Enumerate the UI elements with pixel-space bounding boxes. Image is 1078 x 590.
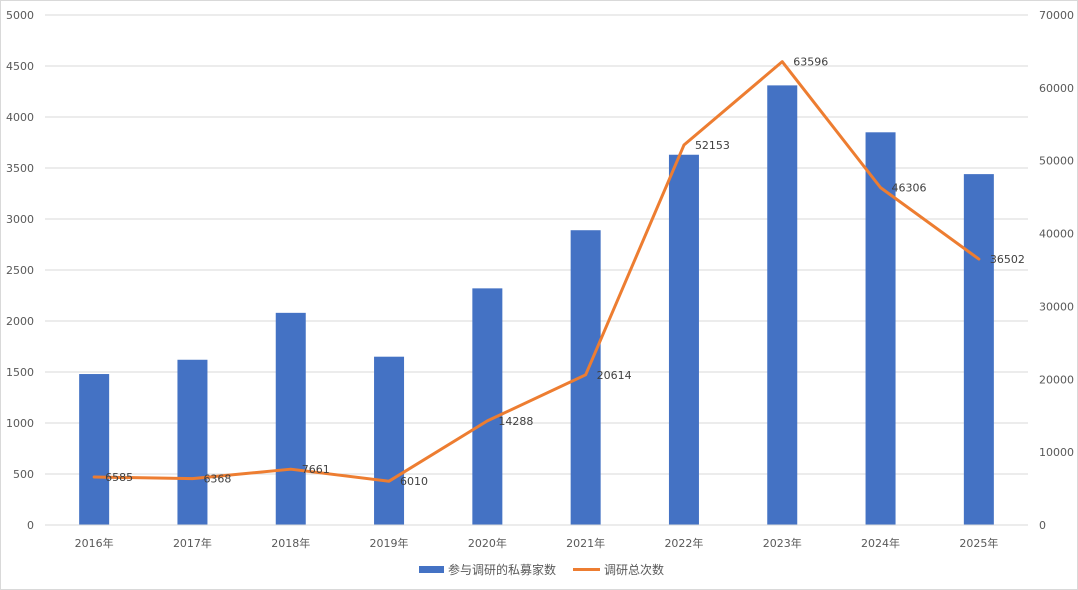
data-label-2016年: 6585 — [105, 471, 133, 484]
y-left-tick-label: 0 — [27, 519, 34, 532]
y-left-tick-label: 1500 — [6, 366, 34, 379]
data-label-2021年: 20614 — [597, 369, 632, 382]
bar-2020年 — [472, 288, 503, 525]
y-left-tick-label: 2000 — [6, 315, 34, 328]
y-axis-right: 0 10000 20000 30000 40000 50000 60000 70000 — [1039, 9, 1074, 532]
data-label-2023年: 63596 — [793, 56, 828, 69]
x-tick-label: 2024年 — [861, 536, 900, 550]
y-axis-left: 0 500 1000 1500 2000 2500 3000 3500 4000 4500 5000 — [6, 9, 34, 532]
legend-swatch-bar — [419, 566, 444, 573]
y-right-tick-label: 40000 — [1039, 228, 1074, 241]
x-tick-label: 2021年 — [566, 536, 605, 550]
data-label-2020年: 14288 — [498, 415, 533, 428]
y-left-tick-label: 3000 — [6, 213, 34, 226]
legend-label-line: 调研总次数 — [604, 562, 664, 577]
gridlines — [45, 14, 1028, 475]
data-label-2024年: 46306 — [892, 182, 927, 195]
bar-2019年 — [374, 356, 405, 525]
bar-series — [79, 85, 994, 526]
bar-2017年 — [177, 359, 208, 525]
data-label-2025年: 36502 — [990, 253, 1025, 266]
y-right-tick-label: 50000 — [1039, 155, 1074, 168]
x-tick-label: 2016年 — [75, 536, 114, 550]
y-right-tick-label: 10000 — [1039, 446, 1074, 459]
x-tick-label: 2019年 — [370, 536, 409, 550]
bar-2016年 — [79, 374, 110, 525]
y-right-tick-label: 0 — [1039, 519, 1046, 532]
x-tick-label: 2023年 — [763, 536, 802, 550]
x-tick-label: 2020年 — [468, 536, 507, 550]
line-path — [92, 60, 981, 483]
bar-2025年 — [963, 174, 994, 525]
data-label-2017年: 6368 — [203, 473, 231, 486]
legend-label-bar: 参与调研的私募家数 — [448, 562, 556, 577]
bar-2023年 — [767, 85, 798, 525]
legend: 参与调研的私募家数 调研总次数 — [419, 562, 664, 577]
y-right-tick-label: 60000 — [1039, 82, 1074, 95]
bar-2018年 — [275, 312, 306, 525]
y-left-tick-label: 4000 — [6, 111, 34, 124]
data-label-2022年: 52153 — [695, 139, 730, 152]
y-right-tick-label: 30000 — [1039, 300, 1074, 313]
x-axis: 2016年 2017年 2018年 2019年 2020年 2021年 2022年 2023年… — [45, 524, 1028, 550]
x-tick-label: 2018年 — [271, 536, 310, 550]
y-right-tick-label: 20000 — [1039, 373, 1074, 386]
line-series — [92, 60, 981, 483]
y-right-tick-label: 70000 — [1039, 9, 1074, 22]
y-left-tick-label: 3500 — [6, 162, 34, 175]
data-label-2018年: 7661 — [302, 463, 330, 476]
y-left-tick-label: 2500 — [6, 264, 34, 277]
y-left-tick-label: 5000 — [6, 9, 34, 22]
x-tick-label: 2025年 — [959, 536, 998, 550]
y-left-tick-label: 4500 — [6, 60, 34, 73]
y-left-tick-label: 500 — [13, 468, 34, 481]
x-tick-label: 2017年 — [173, 536, 212, 550]
data-labels: 6585 6368 7661 6010 14288 20614 52153 63596 4630… — [105, 56, 1025, 489]
bar-2024年 — [865, 132, 896, 526]
bar-2022年 — [668, 154, 699, 526]
x-tick-label: 2022年 — [664, 536, 703, 550]
y-left-tick-label: 1000 — [6, 417, 34, 430]
data-label-2019年: 6010 — [400, 475, 428, 488]
bar-2021年 — [570, 230, 601, 525]
